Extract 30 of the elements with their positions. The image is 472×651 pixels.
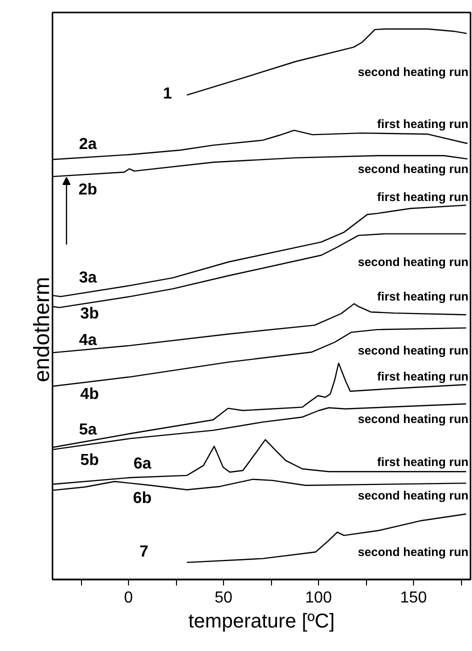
series-label: 6b: [133, 490, 152, 508]
text: 7: [139, 543, 148, 560]
annotation: first heating run: [377, 117, 469, 132]
series-label: 3b: [80, 306, 100, 323]
annotation: second heating run: [358, 64, 469, 79]
annotation: second heating run: [358, 254, 469, 269]
y-axis-title: endotherm: [29, 276, 54, 382]
series-label: 1: [163, 85, 172, 102]
series-label: 5b: [80, 452, 100, 470]
series-label: 2a: [78, 136, 97, 154]
series-label: 4a: [78, 332, 97, 350]
annotation: first heating run: [377, 290, 469, 304]
annotation: first heating run: [377, 369, 469, 384]
annotation: second heating run: [358, 162, 469, 176]
series-label: 4b: [80, 386, 100, 404]
series-label: 3a: [78, 269, 97, 286]
annotation: second heating run: [358, 544, 469, 559]
annotation: first heating run: [377, 455, 469, 470]
x-tick-label: 0: [124, 590, 134, 606]
x-tick-label: 50: [214, 590, 232, 606]
x-tick-label: 150: [400, 590, 427, 606]
legend-label: 2b: [78, 181, 98, 198]
annotation: first heating run: [377, 190, 469, 204]
annotation: second heating run: [358, 344, 469, 358]
x-axis-title: temperature [ºC]: [188, 610, 335, 632]
annotation: second heating run: [358, 412, 469, 426]
series-label: 5a: [78, 421, 97, 438]
series-label: 6a: [133, 455, 152, 472]
annotation: second heating run: [358, 488, 469, 502]
x-tick-label: 100: [305, 590, 332, 606]
